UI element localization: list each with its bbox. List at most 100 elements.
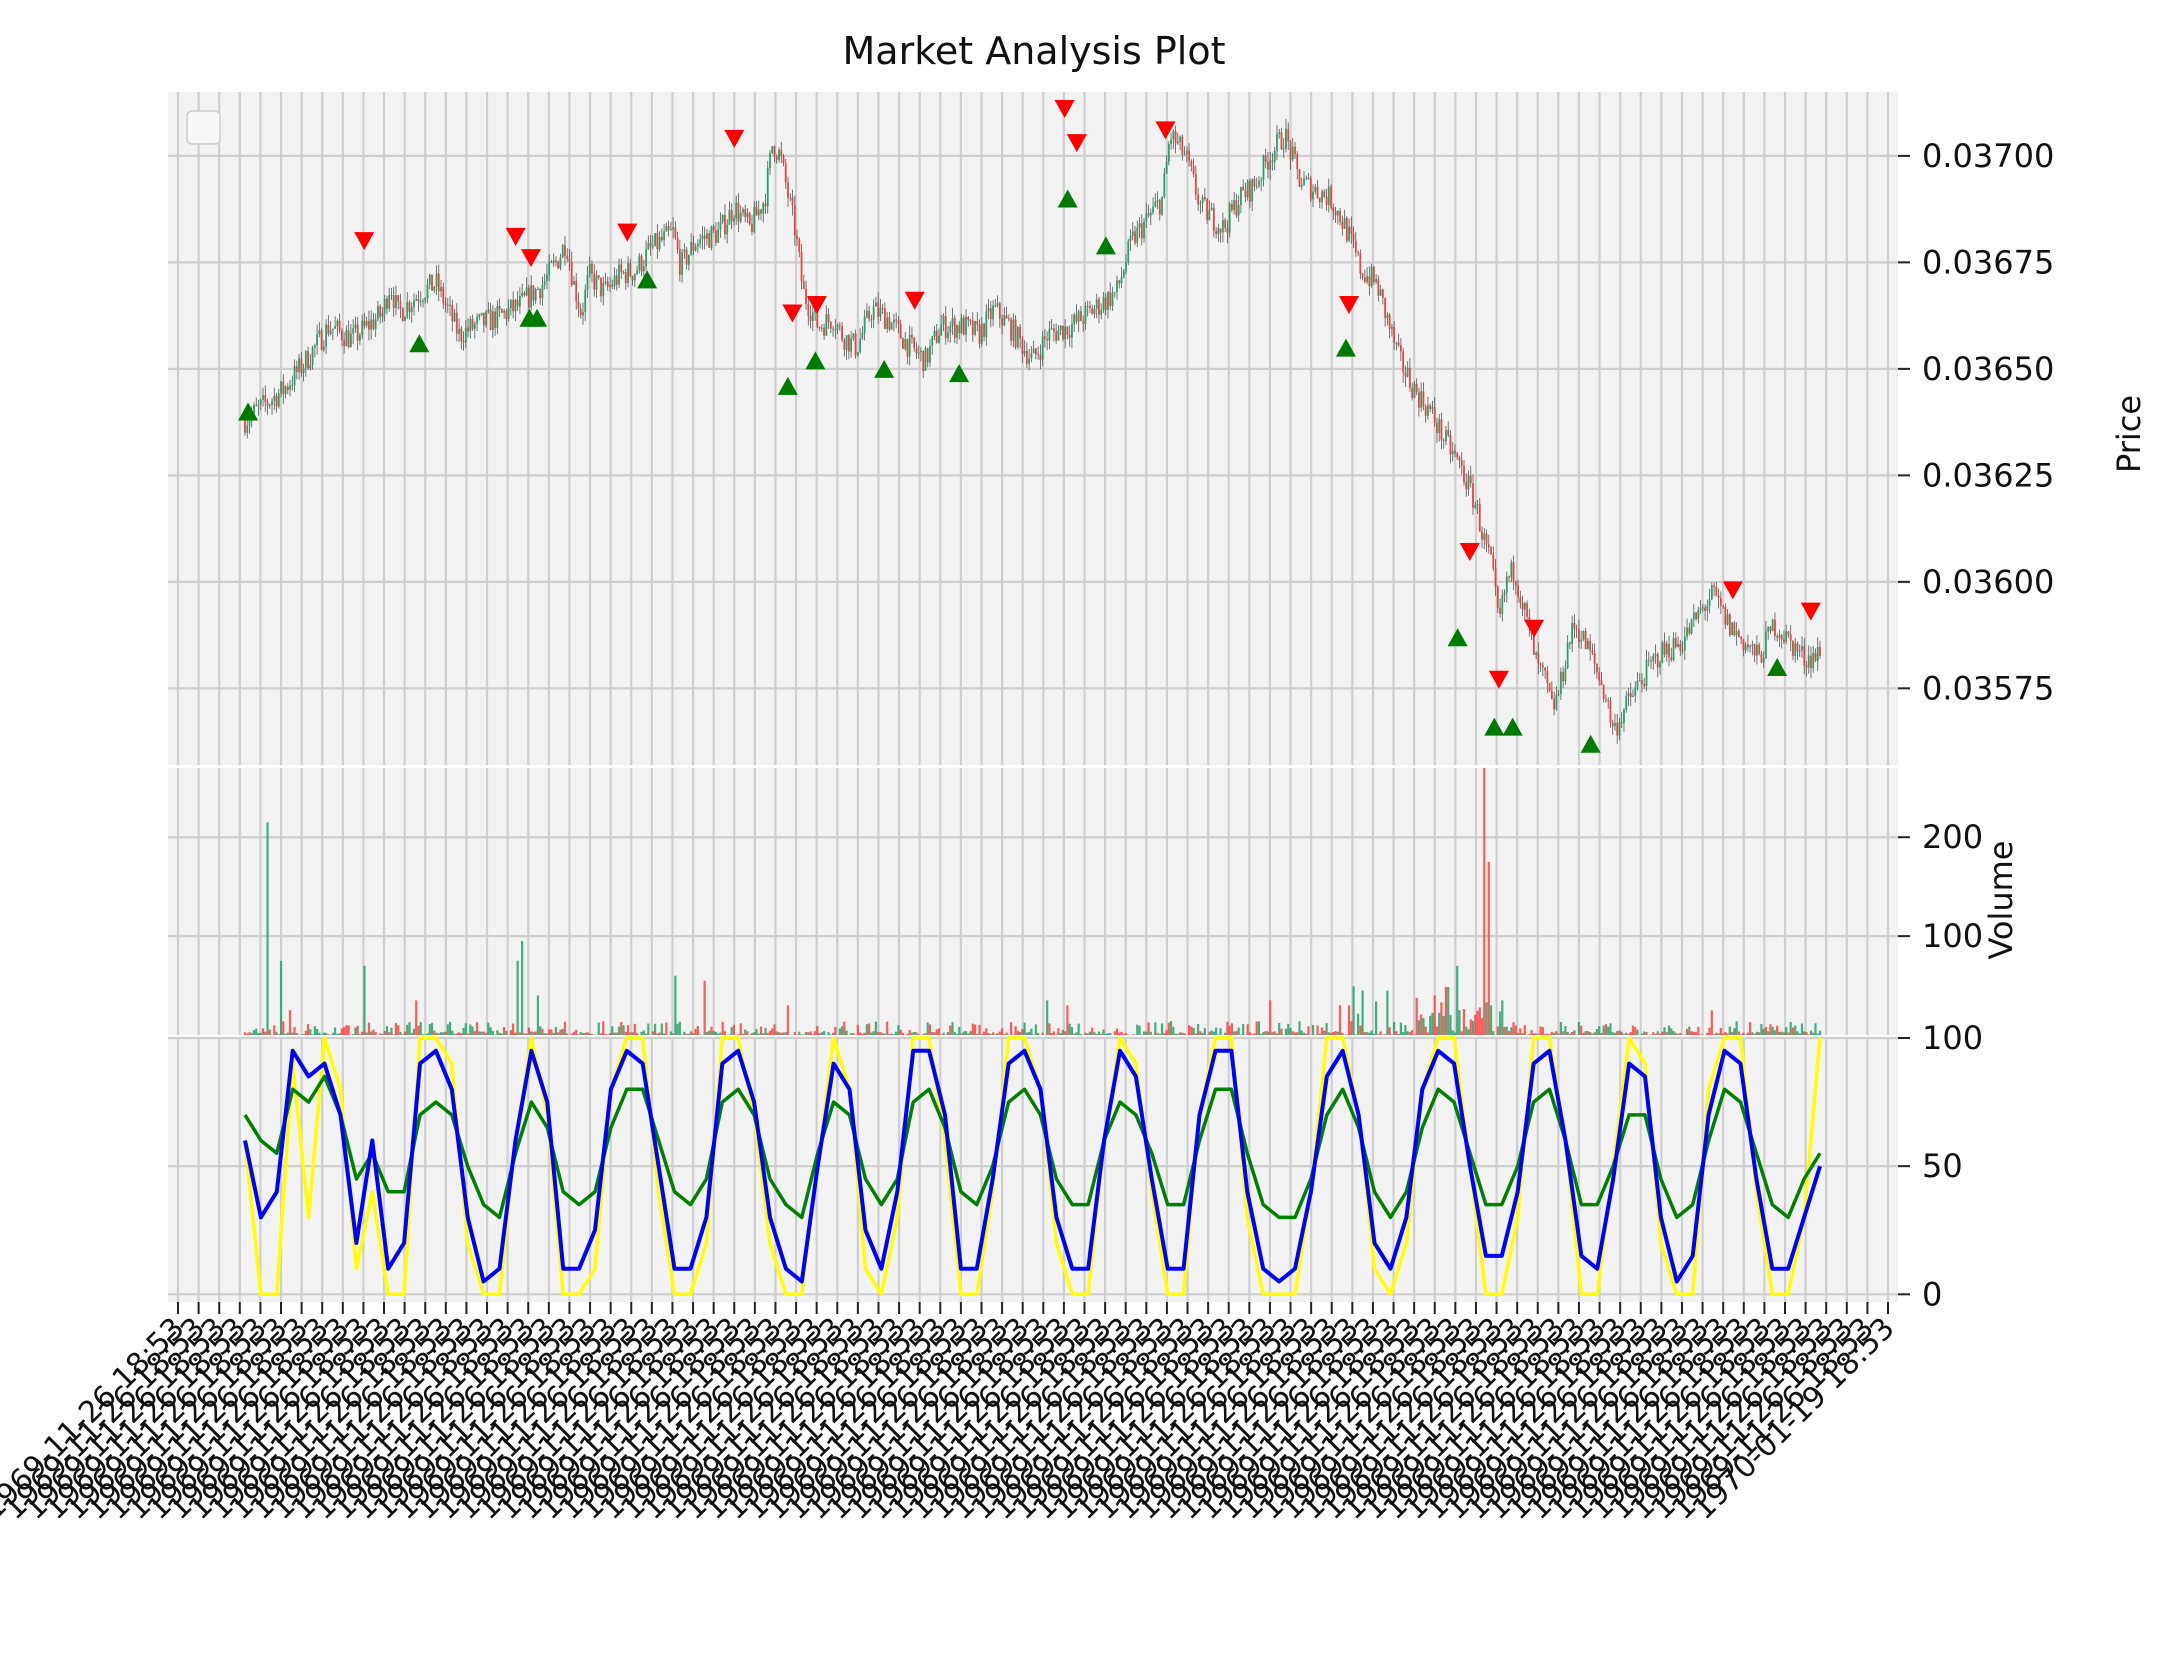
candle-body	[526, 288, 528, 296]
candle-body	[336, 321, 338, 326]
candle-body	[1576, 629, 1578, 630]
candle-body	[355, 325, 357, 329]
volume-bar	[882, 1033, 884, 1035]
volume-bar	[510, 1030, 512, 1035]
volume-bar	[302, 1034, 304, 1035]
chart-title: Market Analysis Plot	[843, 29, 1226, 73]
candle-body	[1619, 722, 1621, 736]
candle-body	[670, 229, 672, 230]
volume-bar	[1760, 1024, 1762, 1035]
candle-body	[1776, 636, 1778, 638]
candle-body	[433, 287, 435, 291]
volume-bar	[960, 1033, 962, 1035]
volume-bar	[1305, 1033, 1307, 1035]
candle-body	[1479, 504, 1481, 531]
volume-bar	[490, 1027, 492, 1035]
volume-bar	[1524, 1025, 1526, 1035]
candle-body	[1053, 328, 1055, 331]
volume-bar	[487, 1023, 489, 1035]
volume-bar	[1168, 1023, 1170, 1035]
candle-body	[413, 301, 415, 308]
candle-body	[1145, 213, 1147, 221]
volume-bar	[893, 1034, 895, 1035]
candle-body	[521, 293, 523, 296]
candle-body	[780, 150, 782, 156]
candle-body	[934, 331, 936, 337]
candle-body	[1474, 505, 1476, 508]
candle-body	[1204, 197, 1206, 199]
volume-bar	[544, 1033, 546, 1035]
volume-bar	[248, 1032, 250, 1035]
volume-bar	[503, 1027, 505, 1035]
volume-bar	[1440, 1002, 1442, 1035]
volume-bar	[323, 1033, 325, 1035]
candle-body	[1269, 161, 1271, 170]
volume-bar	[1418, 1020, 1420, 1035]
volume-bar	[994, 1034, 996, 1035]
candle-body	[1141, 223, 1143, 238]
candle-body	[692, 242, 694, 250]
volume-bar	[1623, 1034, 1625, 1035]
volume-bar	[519, 1032, 521, 1035]
volume-bar	[1535, 1034, 1537, 1035]
volume-bar	[915, 1032, 917, 1035]
candle-body	[1610, 700, 1612, 722]
volume-bar	[260, 1033, 262, 1035]
candle-body	[911, 335, 913, 338]
candle-body	[965, 317, 967, 335]
candle-body	[828, 314, 830, 322]
volume-bar	[325, 1033, 327, 1035]
candle-body	[742, 209, 744, 213]
volume-bar	[1794, 1026, 1796, 1035]
volume-bar	[1073, 1034, 1075, 1035]
volume-bar	[737, 1034, 739, 1035]
candle-body	[767, 168, 769, 207]
volume-bar	[1080, 1034, 1082, 1035]
volume-bar	[1292, 1031, 1294, 1035]
volume-bar	[1046, 1000, 1048, 1035]
candle-body	[361, 321, 363, 335]
candle-body	[1186, 151, 1188, 154]
volume-bar	[1096, 1034, 1098, 1035]
candle-body	[1125, 262, 1127, 271]
candle-body	[418, 299, 420, 301]
volume-bar	[557, 1032, 559, 1035]
candle-body	[332, 329, 334, 331]
volume-bar	[1670, 1028, 1672, 1035]
candle-body	[807, 304, 809, 316]
candle-body	[1573, 623, 1575, 629]
volume-bar	[1382, 1034, 1384, 1035]
candle-body	[605, 282, 607, 283]
volume-bar	[1578, 1022, 1580, 1035]
volume-bar	[361, 1032, 363, 1035]
candle-body	[632, 276, 634, 280]
candle-body	[438, 274, 440, 291]
volume-bar	[480, 1032, 482, 1035]
candle-body	[882, 308, 884, 309]
volume-bar	[1485, 1002, 1487, 1035]
candle-body	[1391, 327, 1393, 329]
candle-body	[1368, 276, 1370, 286]
candle-body	[508, 308, 510, 319]
candle-body	[834, 329, 836, 330]
volume-bar	[1474, 1015, 1476, 1035]
candle-body	[557, 261, 559, 268]
volume-bar	[1467, 1029, 1469, 1035]
volume-bar	[857, 1025, 859, 1035]
candle-body	[1245, 191, 1247, 197]
candle-body	[1287, 129, 1289, 142]
volume-bar	[1118, 1033, 1120, 1035]
volume-bar	[1386, 991, 1388, 1035]
volume-bar	[440, 1032, 442, 1035]
volume-bar	[1161, 1023, 1163, 1035]
volume-bar	[805, 1032, 807, 1035]
candle-body	[1792, 641, 1794, 656]
volume-bar	[307, 1024, 309, 1035]
volume-bar	[559, 1030, 561, 1035]
volume-bar	[978, 1025, 980, 1035]
volume-bar	[1567, 1032, 1569, 1035]
candle-body	[386, 299, 388, 309]
volume-bar	[742, 1034, 744, 1035]
candle-body	[922, 351, 924, 371]
price-panel: 0.035750.036000.036250.036500.036750.037…	[168, 92, 2148, 765]
